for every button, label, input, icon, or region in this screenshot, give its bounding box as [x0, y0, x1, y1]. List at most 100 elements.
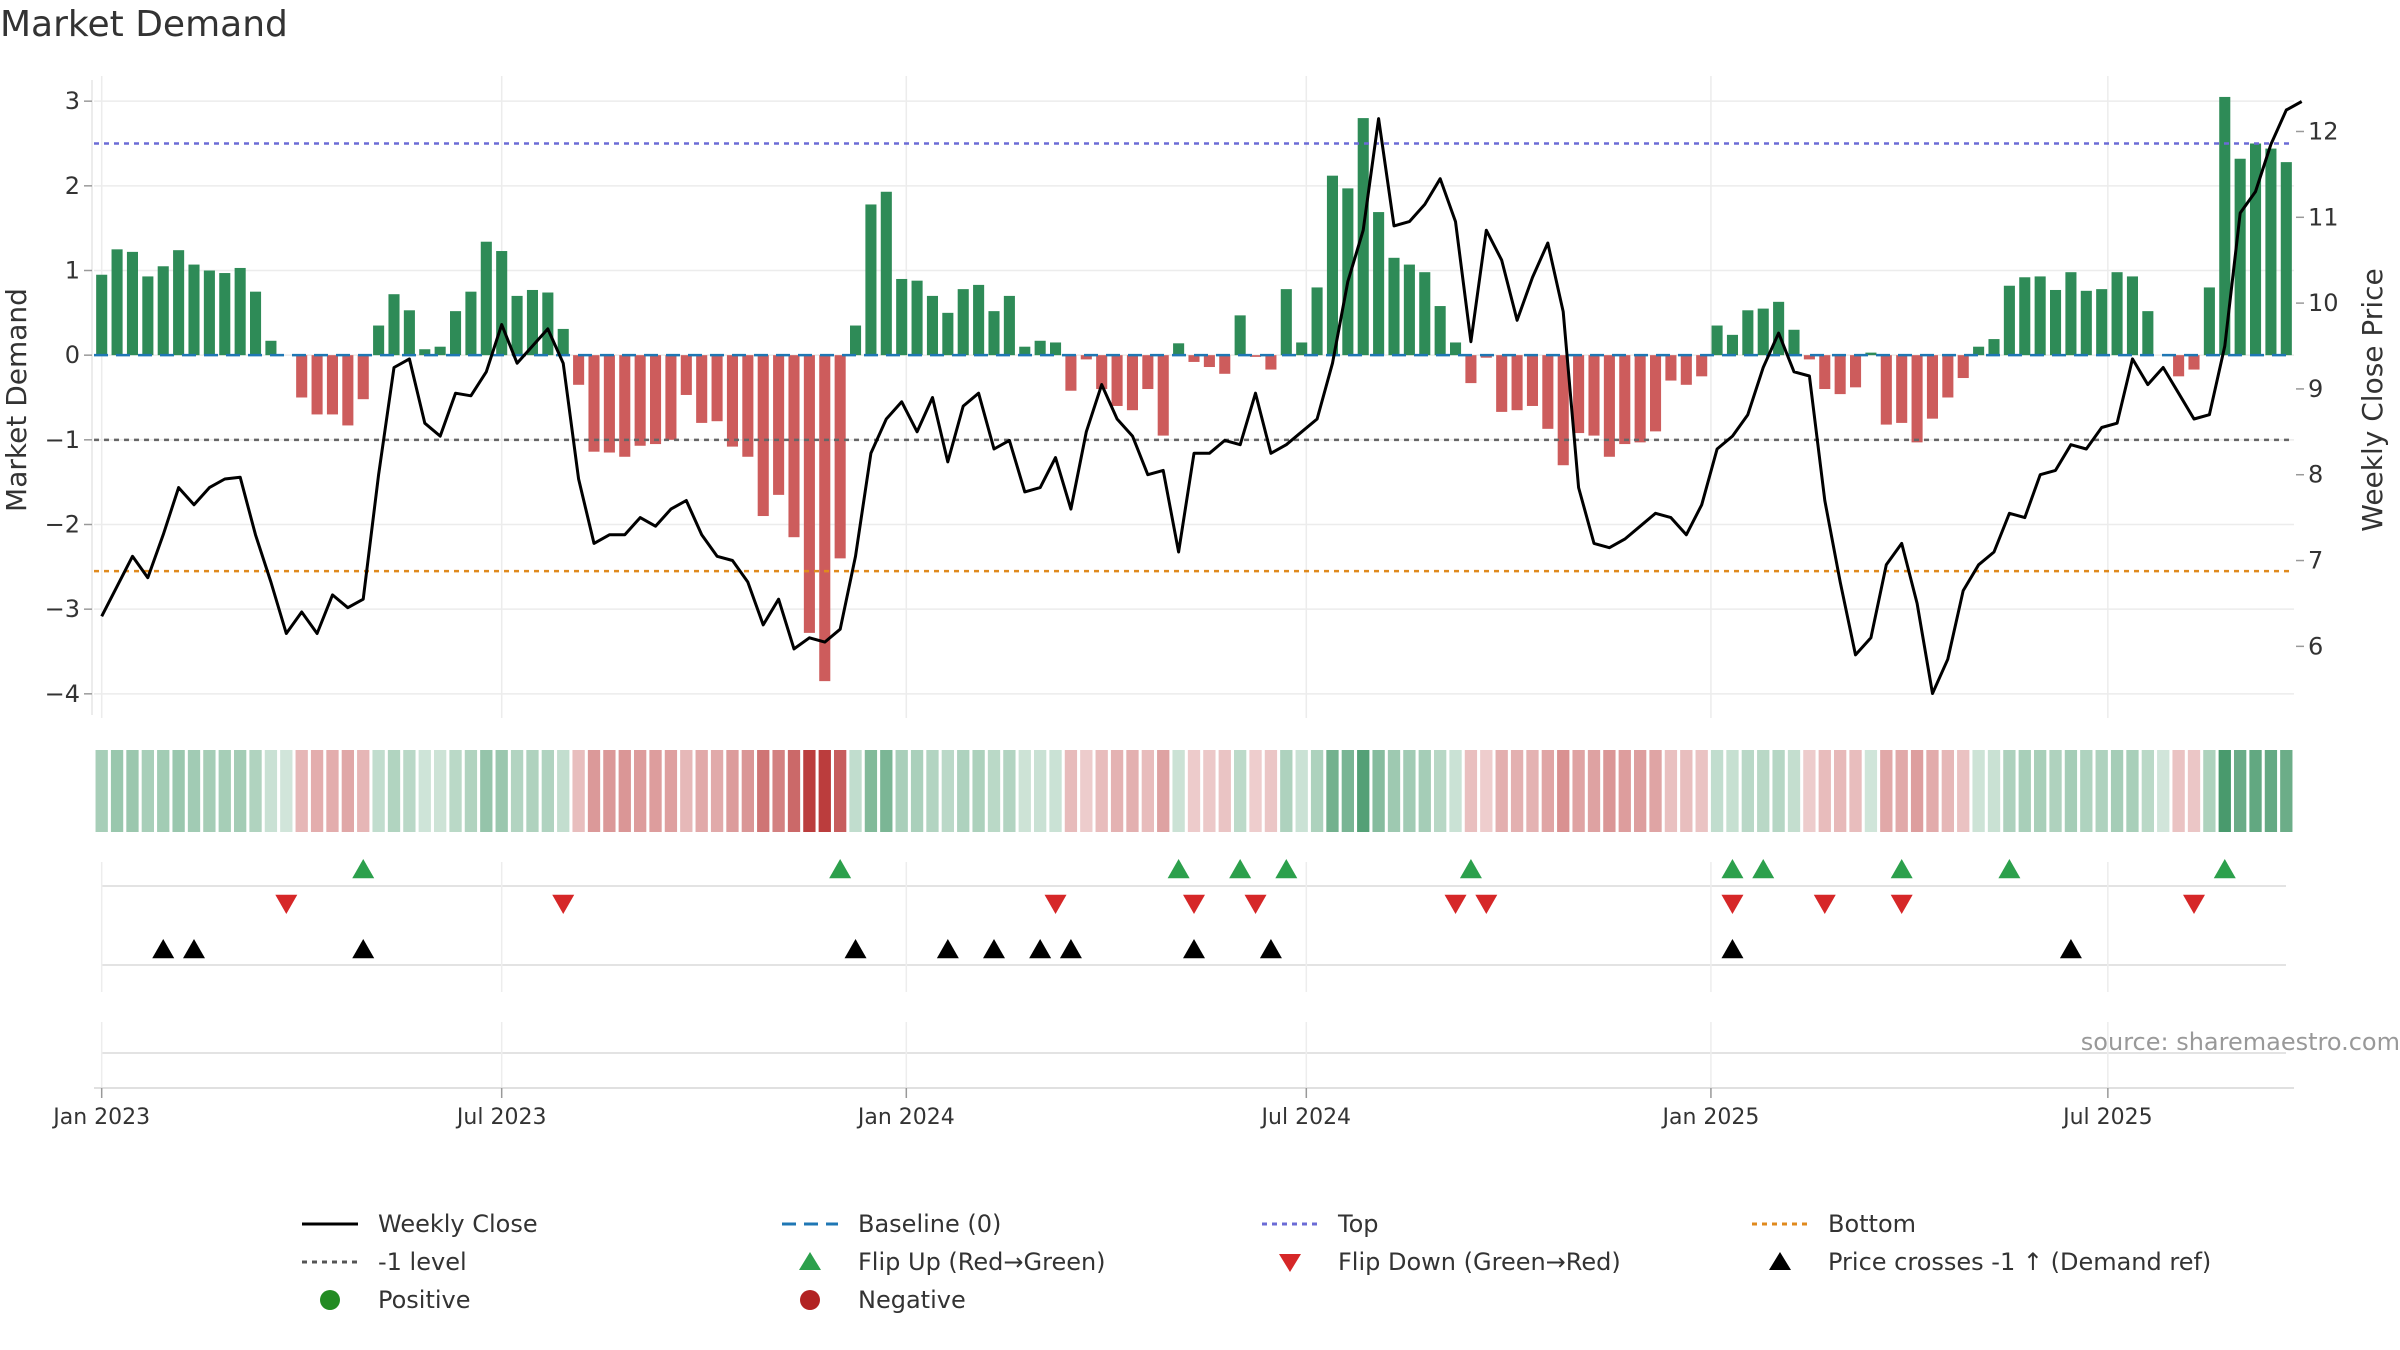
- heat-cell: [1110, 750, 1124, 832]
- demand-bar: [142, 276, 154, 356]
- demand-bar: [650, 355, 662, 445]
- demand-bar: [2080, 290, 2092, 356]
- y2-tick-label: 11: [2308, 203, 2339, 231]
- heat-cell: [1018, 750, 1031, 832]
- heat-cell: [1387, 750, 1401, 832]
- demand-bar: [1942, 355, 1954, 398]
- y-tick-label: −2: [45, 511, 80, 539]
- demand-bar: [173, 250, 185, 356]
- demand-bar: [511, 295, 523, 356]
- heat-cell: [787, 750, 801, 832]
- heat-cell: [926, 750, 939, 832]
- heat-cell: [1587, 750, 1601, 832]
- heat-cell: [141, 750, 154, 832]
- y2-tick-label: 6: [2308, 632, 2323, 660]
- demand-bar: [2188, 355, 2200, 370]
- heat-cell: [2080, 750, 2093, 832]
- demand-bar: [1203, 355, 1215, 368]
- demand-bar: [1573, 355, 1585, 434]
- x-tick-label: Jan 2025: [1660, 1105, 1759, 1130]
- heat-cell: [1818, 750, 1831, 832]
- flip-up-marker: [1721, 859, 1744, 879]
- heat-cell: [1634, 750, 1647, 832]
- flip-up-marker: [829, 859, 852, 879]
- y2-axis-label: Weekly Close Price: [2356, 268, 2389, 531]
- demand-bar: [1450, 342, 1462, 356]
- demand-bar: [803, 355, 815, 633]
- heat-cell: [172, 750, 185, 832]
- heat-cell: [1157, 750, 1170, 832]
- event-markers: [100, 859, 2286, 1090]
- flip-up-marker: [1459, 859, 1482, 879]
- heat-cell: [1510, 750, 1524, 832]
- heat-cell: [757, 750, 770, 832]
- heat-cell: [1203, 750, 1216, 832]
- demand-bar: [696, 355, 708, 423]
- demand-bar: [2096, 289, 2108, 356]
- heat-cell: [1849, 750, 1862, 832]
- heat-cell: [464, 750, 478, 832]
- legend-label: -1 level: [378, 1248, 467, 1276]
- heat-cell: [1926, 750, 1939, 832]
- heat-cell: [2064, 750, 2078, 832]
- legend-swatch: [320, 1290, 340, 1310]
- demand-bar: [1465, 355, 1477, 384]
- demand-bar: [788, 355, 800, 538]
- heat-cell: [1603, 750, 1616, 832]
- heat-cell: [95, 750, 108, 832]
- heat-cell: [341, 750, 354, 832]
- price-cross-marker: [1059, 939, 1082, 959]
- demand-bar: [1511, 355, 1523, 411]
- flip-up-marker: [1752, 859, 1775, 879]
- flip-up-marker: [2213, 859, 2236, 879]
- legend-label: Positive: [378, 1286, 471, 1314]
- y-tick-label: −4: [45, 680, 80, 708]
- heat-cell: [1187, 750, 1201, 832]
- demand-bar: [1619, 355, 1631, 445]
- heat-cell: [1264, 750, 1278, 832]
- demand-bar: [111, 249, 123, 356]
- demand-bar: [1696, 355, 1708, 377]
- x-tick-label: Jul 2025: [2061, 1105, 2153, 1130]
- demand-bar: [2111, 272, 2123, 356]
- heat-cell: [1234, 750, 1247, 832]
- legend-label: Price crosses -1 ↑ (Demand ref): [1828, 1248, 2212, 1276]
- demand-bar: [619, 355, 631, 457]
- demand-bar: [1419, 272, 1431, 356]
- demand-bar: [1326, 175, 1338, 356]
- heat-cell: [326, 750, 339, 832]
- heat-cell: [1526, 750, 1539, 832]
- heat-cell: [1772, 750, 1785, 832]
- heat-cell: [987, 750, 1001, 832]
- legend-label: Baseline (0): [858, 1210, 1002, 1238]
- heat-cell: [280, 750, 293, 832]
- heat-cell: [1803, 750, 1816, 832]
- heat-cell: [2126, 750, 2139, 832]
- legend-label: Negative: [858, 1286, 966, 1314]
- heat-cell: [2264, 750, 2278, 832]
- heat-cell: [1664, 750, 1678, 832]
- demand-bar: [1296, 342, 1308, 356]
- demand-bar: [311, 355, 323, 415]
- heat-cell: [972, 750, 985, 832]
- price-cross-marker: [1183, 939, 1205, 959]
- flip-down-marker: [1444, 894, 1467, 914]
- heat-cell: [1880, 750, 1893, 832]
- demand-bar: [2280, 162, 2292, 356]
- heat-cell: [680, 750, 693, 832]
- y2-tick-label: 10: [2308, 289, 2339, 317]
- heat-cell: [880, 750, 893, 832]
- heat-cell: [1941, 750, 1954, 832]
- heat-cell: [1141, 750, 1154, 832]
- heat-cell: [803, 750, 816, 832]
- demand-bar: [819, 355, 831, 682]
- demand-bar: [342, 355, 354, 426]
- price-cross-marker: [936, 939, 959, 959]
- heat-cell: [834, 750, 847, 832]
- demand-bar: [711, 355, 723, 422]
- legend-item: Negative: [780, 1281, 966, 1319]
- demand-bar: [1988, 339, 2000, 356]
- heat-cell: [818, 750, 831, 832]
- demand-bar: [1388, 257, 1400, 356]
- demand-bar: [1496, 355, 1508, 412]
